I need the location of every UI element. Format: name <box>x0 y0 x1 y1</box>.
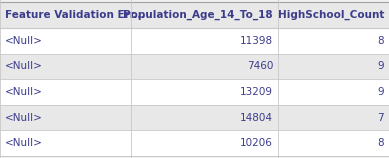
Text: HighSchool_Count: HighSchool_Count <box>278 10 384 20</box>
Text: <Null>: <Null> <box>5 61 43 71</box>
Text: 9: 9 <box>377 87 384 97</box>
Text: 7460: 7460 <box>247 61 273 71</box>
Text: <Null>: <Null> <box>5 113 43 123</box>
Text: 11398: 11398 <box>240 36 273 46</box>
Text: 14804: 14804 <box>240 113 273 123</box>
Text: 8: 8 <box>377 36 384 46</box>
Text: <Null>: <Null> <box>5 87 43 97</box>
Text: Population_Age_14_To_18: Population_Age_14_To_18 <box>123 10 273 20</box>
Text: Feature Validation Err...: Feature Validation Err... <box>5 10 145 20</box>
Text: 9: 9 <box>377 61 384 71</box>
Text: 10206: 10206 <box>240 138 273 148</box>
Text: 13209: 13209 <box>240 87 273 97</box>
Text: 7: 7 <box>377 113 384 123</box>
Text: <Null>: <Null> <box>5 138 43 148</box>
Text: <Null>: <Null> <box>5 36 43 46</box>
Text: 8: 8 <box>377 138 384 148</box>
